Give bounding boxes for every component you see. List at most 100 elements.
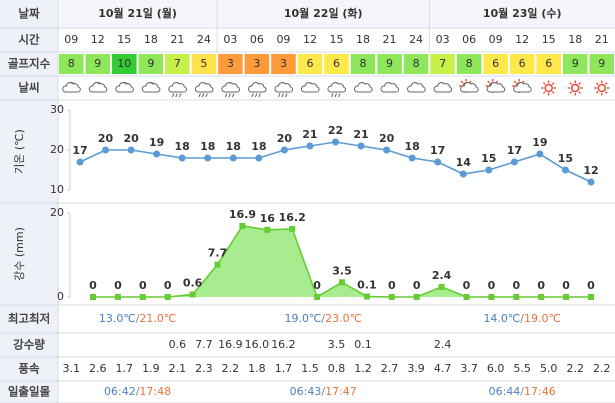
rain-drop xyxy=(281,93,284,98)
weather-icon xyxy=(88,81,108,93)
sun-times: 06:43/17:47 xyxy=(290,385,357,398)
precip-marker xyxy=(563,294,570,300)
sun-ray xyxy=(542,82,546,85)
temp-marker xyxy=(510,158,518,166)
precip-marker xyxy=(189,291,196,298)
time-label: 09 xyxy=(489,33,503,46)
precip-marker xyxy=(164,294,171,300)
sun-times: 06:44/17:46 xyxy=(489,385,556,398)
date-header-bg xyxy=(58,0,615,28)
rain-drop xyxy=(338,93,341,98)
time-label: 12 xyxy=(515,33,529,46)
weather-icon xyxy=(433,82,453,93)
precip-amount: 16.9 xyxy=(218,338,243,351)
golf-value: 8 xyxy=(360,57,367,70)
value-label: 15 xyxy=(558,152,573,165)
value-label: 0 xyxy=(562,279,570,292)
sun xyxy=(597,83,606,93)
row-label: 골프지수 xyxy=(8,57,51,71)
min-max: 14.0℃/19.0℃ xyxy=(483,312,560,325)
temp-marker xyxy=(408,154,416,162)
cloud xyxy=(407,82,426,93)
precip-marker xyxy=(513,294,520,300)
rain-drop xyxy=(254,93,258,98)
temp-marker xyxy=(229,154,237,162)
time-label: 21 xyxy=(170,33,184,46)
y-tick-label: 20 xyxy=(50,206,64,219)
min: 19.0℃ xyxy=(285,312,322,325)
golf-value: 10 xyxy=(117,57,131,70)
golf-value: 8 xyxy=(413,57,420,70)
value-label: 18 xyxy=(175,140,190,153)
weather-icon xyxy=(485,79,506,93)
precip-marker xyxy=(289,225,296,232)
time-label: 12 xyxy=(303,33,317,46)
temp-marker xyxy=(127,146,135,154)
y-tick-label: 0 xyxy=(57,290,64,303)
wind-value: 2.6 xyxy=(89,362,107,375)
time-label: 06 xyxy=(462,33,476,46)
sun xyxy=(570,83,580,93)
value-label: 17 xyxy=(507,144,522,157)
golf-value: 6 xyxy=(333,57,340,70)
rain-drop xyxy=(171,93,175,98)
sun-ray xyxy=(460,80,464,84)
wind-value: 5.5 xyxy=(513,362,531,375)
min-max: 13.0℃/21.0℃ xyxy=(99,312,176,325)
separator: / xyxy=(321,385,325,398)
row-label: 강수량 xyxy=(13,338,45,352)
temp-marker xyxy=(204,154,212,162)
cloud xyxy=(247,82,267,93)
precip-amount: 16.0 xyxy=(245,338,270,351)
golf-value: 6 xyxy=(306,57,313,70)
value-label: 0 xyxy=(512,279,520,292)
value-label: 0 xyxy=(463,279,471,292)
rain-drop xyxy=(251,93,254,98)
value-label: 7.7 xyxy=(208,247,228,260)
weather-icon xyxy=(353,82,373,93)
value-label: 20 xyxy=(277,132,293,145)
time-label: 21 xyxy=(383,33,397,46)
max: 19.0℃ xyxy=(524,312,561,325)
golf-value: 9 xyxy=(598,57,605,70)
temp-marker xyxy=(153,150,161,158)
rain-drop xyxy=(284,93,288,98)
cloud xyxy=(486,82,506,93)
value-label: 3.5 xyxy=(332,264,352,277)
precip-marker xyxy=(264,226,271,233)
value-label: 18 xyxy=(226,140,241,153)
sun-ray xyxy=(551,91,555,94)
wind-value: 1.8 xyxy=(248,362,266,375)
temp-marker xyxy=(76,158,84,166)
golf-cell xyxy=(536,54,561,74)
rain-drop xyxy=(258,93,261,98)
temp-marker xyxy=(306,142,314,150)
cloud xyxy=(433,82,453,93)
cloud xyxy=(460,82,479,93)
separator: / xyxy=(520,385,524,398)
value-label: 0 xyxy=(388,279,396,292)
weather-icon xyxy=(62,81,81,93)
value-label: 0 xyxy=(537,279,545,292)
rain-drop xyxy=(175,93,178,98)
time-label: 15 xyxy=(330,33,344,46)
weather-icon xyxy=(567,80,583,96)
cloud xyxy=(168,82,187,93)
golf-cell xyxy=(271,54,296,74)
temp-marker xyxy=(383,146,391,154)
rain-drop xyxy=(331,93,334,98)
value-label: 0 xyxy=(114,279,122,292)
precip-amount: 16.2 xyxy=(271,338,296,351)
precip-marker xyxy=(90,294,96,300)
value-label: 19 xyxy=(532,136,547,149)
sun-ray xyxy=(578,82,581,85)
label-column xyxy=(0,0,58,403)
rain-drop xyxy=(178,93,182,98)
wind-value: 2.2 xyxy=(566,362,584,375)
precip-marker xyxy=(413,294,420,300)
weather-icon xyxy=(168,82,187,98)
cloud xyxy=(274,82,293,93)
golf-value: 9 xyxy=(94,57,101,70)
cloud xyxy=(513,82,532,93)
sun-ray xyxy=(487,80,490,84)
